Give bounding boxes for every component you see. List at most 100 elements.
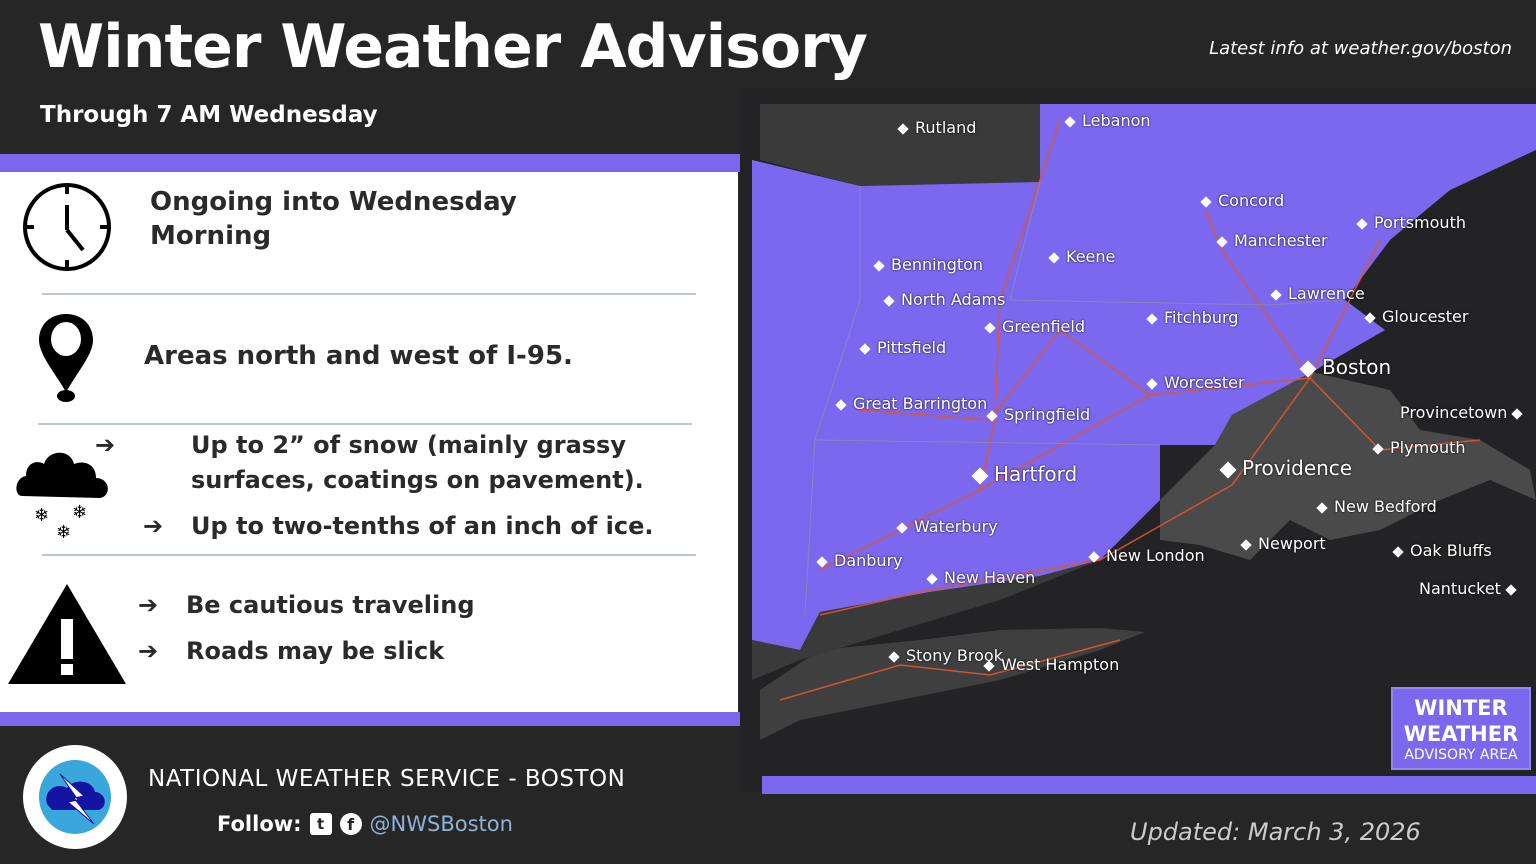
follow-row: Follow: t f @NWSBoston — [217, 812, 513, 836]
city-label: Provincetown — [1400, 403, 1529, 422]
advisory-area — [752, 104, 1536, 650]
city-marker-icon — [1146, 312, 1158, 325]
arrow-icon: ➔ — [138, 591, 159, 619]
facebook-icon[interactable]: f — [339, 813, 362, 835]
city-label: Greenfield — [984, 317, 1085, 336]
arrow-icon: ➔ — [143, 512, 164, 540]
info-panel — [0, 172, 738, 712]
latest-info-link[interactable]: Latest info at weather.gov/boston — [1209, 38, 1512, 59]
city-label: Keene — [1048, 247, 1115, 266]
city-label: New London — [1088, 546, 1205, 565]
city-label: Manchester — [1216, 231, 1328, 250]
city-marker-icon — [816, 555, 828, 568]
city-label: Concord — [1200, 191, 1284, 210]
city-marker-icon — [1299, 360, 1317, 377]
city-label: Oak Bluffs — [1392, 541, 1492, 560]
accent-stripe — [762, 776, 1536, 794]
nws-logo — [23, 745, 127, 849]
city-label: Newport — [1240, 534, 1326, 553]
twitter-icon[interactable]: t — [309, 813, 332, 835]
city-marker-icon — [859, 342, 871, 355]
land-se-mass — [1160, 372, 1536, 560]
svg-text:❄: ❄ — [72, 502, 87, 523]
office-name: NATIONAL WEATHER SERVICE - BOSTON — [148, 766, 626, 792]
city-marker-icon — [1200, 195, 1212, 208]
city-label: Great Barrington — [835, 394, 987, 413]
city-marker-icon — [1372, 442, 1384, 455]
city-label: Bennington — [873, 255, 983, 274]
warning-icon — [8, 584, 126, 684]
page-title: Winter Weather Advisory — [38, 12, 868, 82]
city-label: Waterbury — [896, 517, 998, 536]
map-legend: WINTER WEATHER ADVISORY AREA — [1391, 687, 1531, 770]
city-label: Stony Brook — [888, 646, 1003, 665]
city-marker-icon — [896, 521, 908, 534]
city-marker-icon — [1088, 550, 1100, 563]
city-marker-icon — [926, 572, 938, 585]
city-label: Pittsfield — [859, 338, 946, 357]
city-label: North Adams — [883, 290, 1005, 309]
svg-text:❄: ❄ — [56, 522, 71, 543]
city-marker-icon — [984, 321, 996, 334]
city-label: Boston — [1299, 355, 1391, 379]
city-marker-icon — [1240, 538, 1252, 551]
accent-stripe — [0, 712, 740, 726]
social-handle[interactable]: @NWSBoston — [369, 812, 513, 836]
city-marker-icon — [897, 122, 909, 135]
city-label: Gloucester — [1364, 307, 1468, 326]
city-marker-icon — [1392, 545, 1404, 558]
action-bullet-cautious: ➔ Be cautious traveling — [138, 588, 475, 623]
city-label: Fitchburg — [1146, 308, 1238, 327]
city-marker-icon — [1216, 235, 1228, 248]
city-marker-icon — [983, 659, 995, 672]
city-marker-icon — [1219, 461, 1237, 478]
city-label: Portsmouth — [1356, 213, 1466, 232]
city-label: West Hampton — [983, 655, 1119, 674]
city-label: Worcester — [1146, 373, 1245, 392]
city-marker-icon — [1364, 311, 1376, 324]
city-marker-icon — [1270, 288, 1282, 301]
city-label: Danbury — [816, 551, 903, 570]
city-label: Providence — [1219, 456, 1352, 480]
clock-icon — [23, 183, 111, 271]
city-marker-icon — [1511, 407, 1524, 420]
impact-bullet-ice: ➔ Up to two-tenths of an inch of ice. — [143, 509, 654, 544]
city-marker-icon — [986, 409, 998, 422]
city-marker-icon — [1064, 115, 1076, 128]
divider — [38, 423, 692, 425]
impact-bullet-snow: ➔ Up to 2” of snow (mainly grassy surface… — [95, 428, 663, 498]
city-marker-icon — [883, 294, 895, 307]
city-label: Nantucket — [1419, 579, 1523, 598]
land-ct-shore — [752, 560, 1100, 680]
snow-cloud-icon: ❄❄❄ — [16, 452, 108, 543]
updated-date: Updated: March 3, 2026 — [1130, 818, 1421, 846]
city-marker-icon — [1146, 377, 1158, 390]
city-label: Springfield — [986, 405, 1090, 424]
city-marker-icon — [1505, 583, 1517, 596]
city-label: New Bedford — [1316, 497, 1437, 516]
city-marker-icon — [888, 650, 900, 663]
page-subtitle: Through 7 AM Wednesday — [40, 102, 378, 128]
location-text: Areas north and west of I-95. — [144, 341, 573, 371]
accent-stripe — [0, 154, 750, 172]
city-label: New Haven — [926, 568, 1035, 587]
city-marker-icon — [1316, 501, 1328, 514]
city-label: Lebanon — [1064, 111, 1151, 130]
divider — [42, 293, 696, 295]
city-label: Rutland — [897, 118, 976, 137]
timing-text: Ongoing into Wednesday Morning — [150, 187, 517, 251]
city-label: Lawrence — [1270, 284, 1365, 303]
arrow-icon: ➔ — [95, 431, 116, 459]
map-pin-icon — [39, 314, 93, 402]
city-label: Plymouth — [1372, 438, 1466, 457]
arrow-icon: ➔ — [138, 637, 159, 665]
land-long-island — [760, 628, 1145, 740]
city-marker-icon — [971, 467, 989, 484]
divider — [42, 554, 696, 556]
city-marker-icon — [1356, 217, 1368, 230]
city-marker-icon — [835, 398, 847, 411]
city-marker-icon — [1048, 251, 1060, 264]
advisory-map — [740, 88, 1536, 792]
action-bullet-slick: ➔ Roads may be slick — [138, 634, 444, 669]
city-marker-icon — [873, 259, 885, 272]
